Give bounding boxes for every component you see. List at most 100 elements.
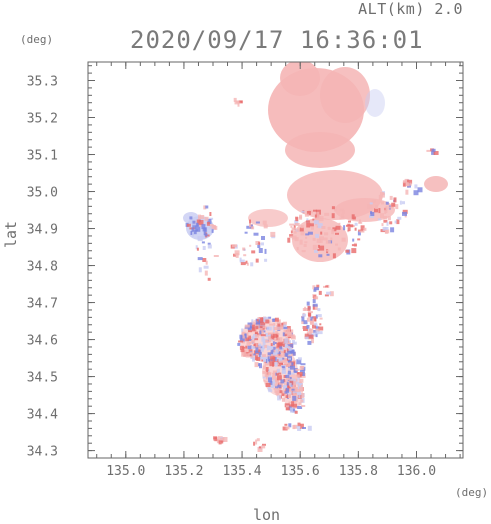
echo-pixel	[244, 333, 247, 339]
echo-pixel	[220, 438, 225, 442]
echo-pixel	[396, 219, 400, 225]
echo-pixel	[381, 201, 384, 205]
echo-pixel	[357, 231, 361, 236]
echo-pixel	[261, 236, 265, 240]
echo-pixel	[354, 222, 358, 226]
echo-pixel	[273, 387, 277, 390]
echo-pixel	[186, 223, 191, 227]
echo-pixel	[205, 260, 208, 265]
echo-pixel	[326, 249, 330, 252]
echo-pixel	[281, 397, 285, 402]
echo-pixel	[265, 319, 270, 324]
echo-pixel	[325, 240, 331, 244]
echo-pixel	[389, 221, 393, 225]
echo-pixel	[279, 362, 283, 365]
echo-pixel	[260, 317, 264, 323]
echo-pixel	[282, 332, 286, 337]
echo-pixel	[288, 357, 291, 360]
echo-pixel	[214, 225, 218, 230]
x-tick-label: 135.8	[339, 464, 378, 479]
echo-pixel	[266, 326, 272, 331]
echo-pixel	[294, 237, 299, 242]
echo-pixel	[253, 232, 259, 236]
echo-pixel	[272, 370, 277, 376]
echo-pixel	[209, 217, 214, 220]
echo-pixel	[265, 383, 271, 387]
echo-pixel	[393, 197, 397, 203]
echo-pixel	[311, 338, 314, 344]
echo-pixel	[318, 326, 324, 331]
echo-pixel	[276, 368, 280, 373]
echo-pixel	[325, 285, 329, 288]
echo-pixel	[255, 326, 259, 330]
echo-pixel	[287, 362, 292, 366]
echo-pixel	[218, 440, 222, 445]
echo-pixel	[327, 226, 331, 230]
echo-pixel	[314, 324, 318, 328]
echo-pixel	[264, 344, 268, 348]
echo-pixel	[287, 357, 292, 363]
echo-pixel	[312, 218, 315, 221]
echo-pixel	[383, 219, 388, 223]
echo-pixel	[280, 348, 284, 352]
echo-pixel	[292, 230, 297, 234]
echo-pixel	[306, 331, 312, 336]
echo-pixel	[192, 222, 197, 226]
echo-pixel	[375, 205, 379, 209]
echo-pixel	[305, 236, 308, 239]
echo-pixel	[307, 231, 313, 235]
echo-pixel	[264, 362, 269, 366]
echo-pixel	[251, 346, 256, 349]
echo-pixel	[390, 227, 395, 233]
echo-pixel	[314, 296, 319, 300]
echo-pixel	[300, 231, 305, 236]
echo-pixel	[303, 329, 308, 331]
echo-pixel	[265, 332, 268, 337]
echo-pixel	[206, 234, 210, 237]
echo-pixel	[284, 352, 288, 357]
echo-pixel	[319, 317, 323, 320]
echo-pixel	[288, 423, 292, 428]
echo-pixel	[256, 319, 259, 322]
echo-pixel	[405, 182, 409, 187]
echo-pixel	[203, 232, 206, 235]
echo-pixel	[277, 355, 282, 358]
echo-pixel	[316, 214, 320, 219]
echo-pixel	[259, 325, 265, 330]
echo-pixel	[272, 319, 276, 322]
echo-pixel	[274, 354, 278, 357]
echo-pixel	[287, 364, 291, 367]
y-tick-label: 34.5	[27, 371, 58, 386]
echo-pixel	[255, 241, 260, 245]
echo-pixel	[294, 223, 300, 226]
echo-pixel	[253, 441, 256, 446]
echo-pixel	[264, 258, 268, 262]
echo-pixel	[291, 401, 295, 407]
echo-pixel	[301, 321, 305, 324]
echo-pixel	[313, 330, 317, 333]
echo-pixel	[384, 227, 389, 230]
echo-pixel	[374, 208, 378, 213]
echo-pixel	[314, 317, 317, 322]
echo-pixel	[207, 242, 211, 245]
echo-pixel	[240, 349, 245, 353]
echo-pixel	[304, 241, 308, 244]
echo-pixel	[246, 225, 251, 229]
echo-pixel	[262, 341, 266, 346]
echo-pixel	[300, 365, 305, 368]
echo-pixel	[283, 326, 288, 329]
echo-pixel	[302, 313, 307, 317]
echo-pixel	[360, 225, 365, 231]
echo-pixel	[195, 222, 199, 227]
y-tick-label: 34.8	[27, 260, 58, 275]
echo-pixel	[272, 329, 275, 333]
echo-pixel	[312, 244, 317, 250]
echo-pixel	[278, 358, 283, 363]
echo-pixel	[307, 340, 312, 345]
echo-pixel	[312, 316, 317, 322]
echo-pixel	[316, 211, 320, 216]
x-tick-label: 135.4	[222, 464, 261, 479]
echo-pixel	[285, 336, 289, 340]
echo-pixel	[237, 101, 240, 107]
y-tick-label: 34.3	[27, 445, 58, 460]
